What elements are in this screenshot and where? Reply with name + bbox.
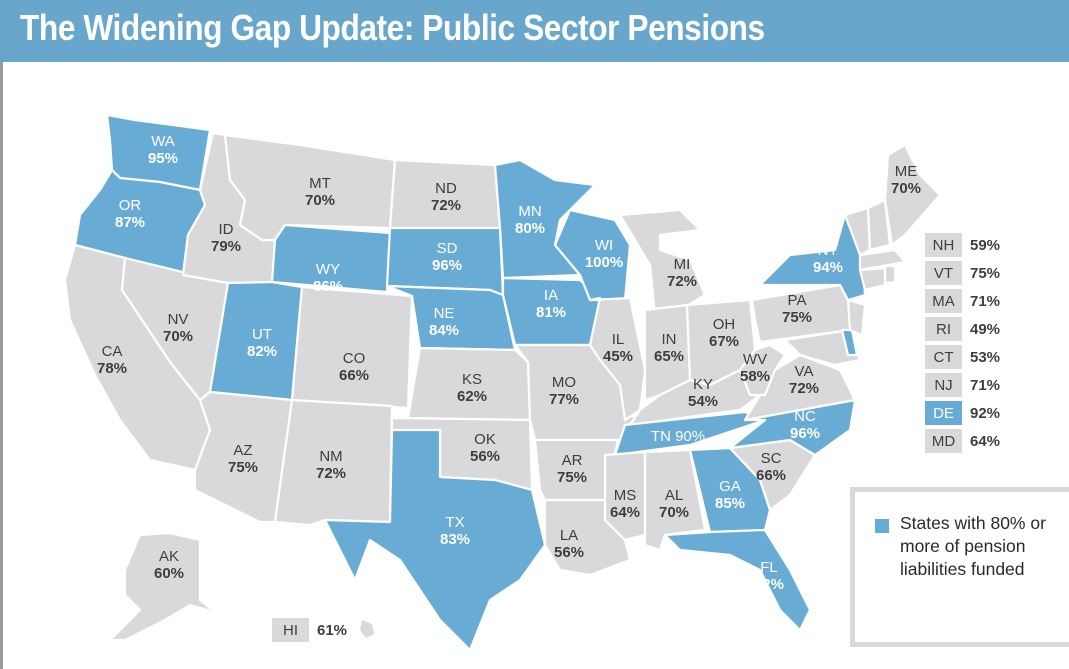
state-md[interactable]	[783, 328, 862, 367]
us-map: WA 95% OR 87% CA 78% ID 79% NV 70% MT 70% WY 86…	[63, 113, 942, 652]
ne-row-ct: CT 53%	[925, 343, 1000, 371]
ne-pct: 53%	[970, 348, 1001, 366]
label-tx: TX 83%	[440, 514, 470, 548]
state-me[interactable]	[883, 143, 942, 247]
hi-label: HI 61%	[272, 618, 347, 642]
ne-pct: 71%	[970, 376, 1001, 394]
label-ia: IA 81%	[536, 287, 566, 321]
state-hi-island[interactable]	[360, 620, 374, 638]
label-ne: NE 84%	[429, 305, 459, 339]
state-fl[interactable]	[663, 528, 812, 632]
state-ct[interactable]	[858, 266, 887, 292]
hi-abbr: HI	[272, 618, 309, 642]
label-il: IL 45%	[603, 331, 633, 365]
ne-abbr: RI	[925, 317, 962, 341]
label-nv: NV 70%	[163, 311, 193, 345]
state-tx[interactable]	[323, 428, 547, 652]
label-ky: KY 54%	[688, 376, 718, 410]
label-pa: PA 75%	[782, 292, 812, 326]
label-fl: FL 82%	[754, 559, 784, 593]
ne-row-vt: VT 75%	[925, 259, 1000, 287]
label-sc: SC 66%	[756, 450, 786, 484]
ne-abbr: NH	[925, 233, 962, 257]
state-ms[interactable]	[603, 450, 647, 542]
label-va: VA 72%	[789, 363, 819, 397]
state-il[interactable]	[588, 296, 647, 422]
ne-pct: 71%	[970, 292, 1001, 310]
label-ar: AR 75%	[557, 452, 587, 486]
state-nh[interactable]	[866, 198, 892, 252]
label-wa: WA 95%	[148, 133, 178, 167]
state-nj[interactable]	[846, 298, 867, 337]
ne-row-ma: MA 71%	[925, 287, 1000, 315]
label-nc: NC 96%	[790, 408, 820, 442]
ne-abbr: NJ	[925, 373, 962, 397]
ne-pct: 59%	[970, 236, 1001, 254]
left-border	[0, 62, 3, 669]
label-ms: MS 64%	[610, 487, 640, 521]
northeast-states-table: NH 59% VT 75% MA 71% RI 49% CT 53% NJ 71…	[925, 231, 1000, 455]
state-wi[interactable]	[553, 208, 632, 302]
label-tn: TN 90%	[651, 428, 705, 445]
state-mn[interactable]	[493, 158, 597, 280]
ne-pct: 49%	[970, 320, 1001, 338]
label-ok: OK 56%	[470, 431, 500, 465]
header-banner: The Widening Gap Update: Public Sector P…	[0, 0, 1069, 62]
legend: States with 80% or more of pension liabi…	[850, 487, 1069, 647]
label-ut: UT 82%	[247, 326, 277, 360]
ne-abbr: DE	[925, 401, 962, 425]
hi-pct: 61%	[317, 621, 348, 639]
label-ca: CA 78%	[97, 343, 127, 377]
label-mi: MI 72%	[667, 256, 697, 290]
label-wy: WY 86%	[313, 261, 343, 295]
legend-swatch-icon	[875, 519, 889, 533]
state-wv[interactable]	[738, 343, 787, 397]
label-sd: SD 96%	[432, 240, 462, 274]
label-id: ID 79%	[211, 221, 241, 255]
label-ga: GA 85%	[715, 478, 745, 512]
label-nd: ND 72%	[431, 180, 461, 214]
label-wv: WV 58%	[740, 351, 770, 385]
label-ak: AK 60%	[154, 548, 184, 582]
label-me: ME 70%	[891, 163, 921, 197]
label-mt: MT 70%	[305, 175, 335, 209]
label-nm: NM 72%	[316, 448, 346, 482]
state-co[interactable]	[290, 285, 414, 410]
label-co: CO 66%	[339, 350, 369, 384]
label-in: IN 65%	[654, 331, 684, 365]
state-de[interactable]	[840, 328, 859, 357]
label-ny: NY 94%	[813, 242, 843, 276]
ne-row-ri: RI 49%	[925, 315, 1000, 343]
label-al: AL 70%	[659, 487, 689, 521]
state-ri[interactable]	[883, 264, 897, 285]
label-ks: KS 62%	[457, 371, 487, 405]
ne-abbr: VT	[925, 261, 962, 285]
label-oh: OH 67%	[709, 316, 739, 350]
ne-row-nh: NH 59%	[925, 231, 1000, 259]
ne-row-nj: NJ 71%	[925, 371, 1000, 399]
ne-abbr: MA	[925, 289, 962, 313]
state-ma[interactable]	[858, 248, 907, 272]
label-la: LA 56%	[554, 527, 584, 561]
ne-abbr: CT	[925, 345, 962, 369]
ne-pct: 92%	[970, 404, 1001, 422]
page-title: The Widening Gap Update: Public Sector P…	[20, 7, 765, 48]
ne-pct: 75%	[970, 264, 1001, 282]
label-or: OR 87%	[115, 197, 145, 231]
label-az: AZ 75%	[228, 442, 258, 476]
state-nc[interactable]	[728, 398, 857, 457]
state-mi[interactable]	[618, 208, 707, 317]
label-wi: WI 100%	[585, 237, 623, 271]
ne-abbr: MD	[925, 429, 962, 453]
label-mo: MO 77%	[549, 374, 579, 408]
ne-row-de: DE 92%	[925, 399, 1000, 427]
ne-pct: 64%	[970, 432, 1001, 450]
label-mn: MN 80%	[515, 203, 545, 237]
state-tn[interactable]	[613, 410, 767, 457]
legend-text: States with 80% or more of pension liabi…	[900, 513, 1046, 579]
ne-row-md: MD 64%	[925, 427, 1000, 455]
state-ak[interactable]	[108, 531, 217, 642]
state-wy[interactable]	[270, 223, 392, 294]
